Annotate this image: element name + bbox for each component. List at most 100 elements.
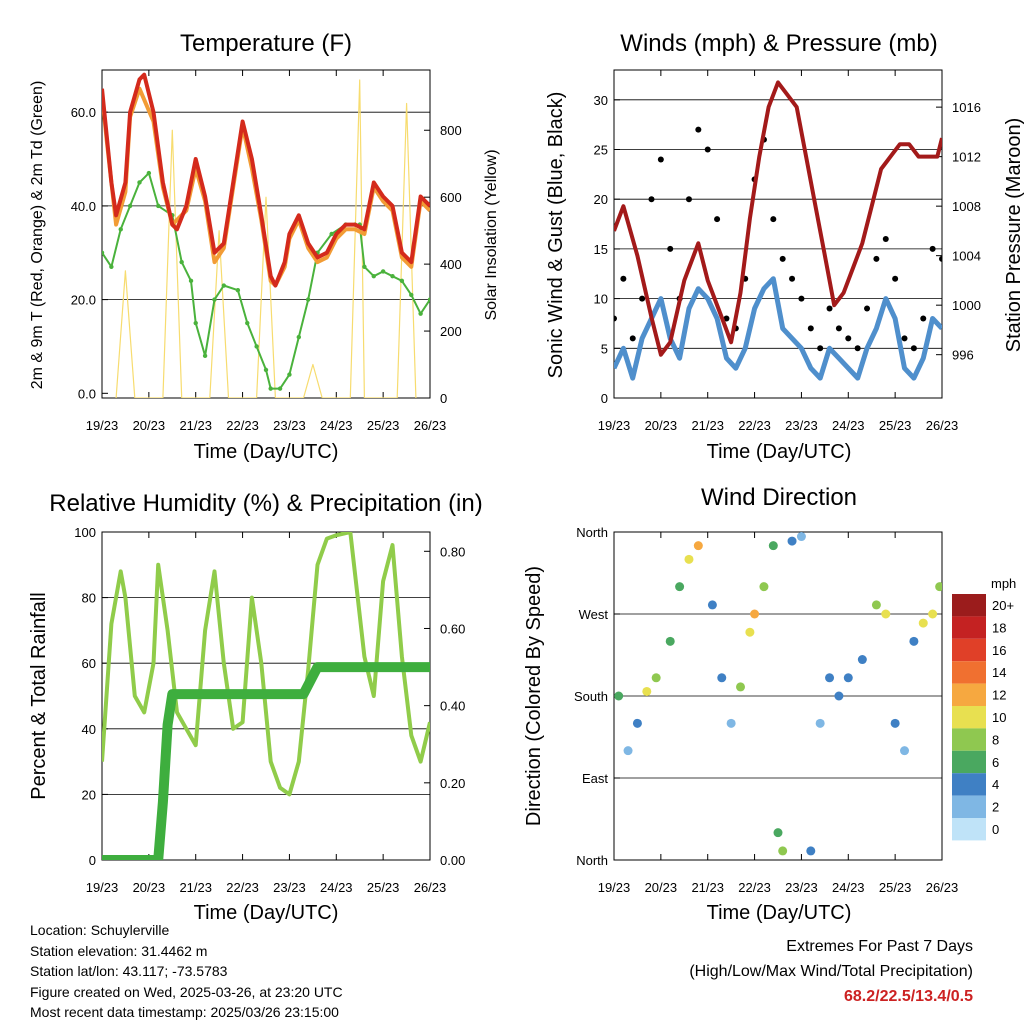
dewpoint-point [156,203,161,209]
wind-direction-point [834,691,844,701]
extremes-subheading: (High/Low/Max Wind/Total Precipitation) [689,963,973,980]
wind-direction-point [796,532,806,542]
winds-x-tick-label: 23/23 [785,418,818,433]
dewpoint-point [188,278,194,284]
wind-direction-point [623,746,633,756]
wind-direction-point [750,609,760,619]
wind-direction-point [787,536,797,546]
dewpoint-point [390,273,395,279]
humidity-x-tick-label: 25/23 [367,880,400,895]
extremes-values: 68.2/22.5/13.4/0.5 [844,988,973,1005]
wind-direction-point [881,609,891,619]
humidity-y2-tick-label: 0.60 [440,621,465,636]
dewpoint-point [118,227,123,232]
winds-series-group [614,80,942,381]
winds-y2-tick-label: 1004 [952,249,981,264]
wind-gust-point [826,305,833,312]
legend-label: 14 [992,665,1006,680]
humidity-y-tick-label: 20 [82,787,96,802]
temperature-xlabel: Time (Day/UTC) [194,441,339,463]
humidity-xlabel: Time (Day/UTC) [194,902,339,924]
dewpoint-point [329,231,334,237]
dewpoint-point [146,170,152,176]
humidity-y2-tick-label: 0.00 [440,853,465,868]
precipitation-line [102,662,430,860]
wind-gust-point [929,245,936,252]
temperature-y2-tick-label: 0 [440,391,447,406]
humidity-x-tick-label: 20/23 [133,880,166,895]
humidity-x-tick-label: 23/23 [273,880,306,895]
humidity-y-tick-label: 100 [74,525,96,540]
wind-gust-point [892,275,899,282]
wind-gust-point [901,335,908,342]
humidity-x-tick-label: 19/23 [86,880,119,895]
wind-gust-point [629,335,636,342]
temp-2m-line [102,72,430,288]
wind-gust-point [864,305,871,312]
temperature-x-tick-label: 22/23 [226,418,259,433]
wind-direction-point [651,673,661,683]
dewpoint-point [137,180,142,185]
dewpoint-point [179,259,184,265]
wind-direction-point [693,541,703,551]
dewpoint-point [371,273,376,279]
extremes-box: Extremes For Past 7 Days (High/Low/Max W… [689,934,973,1009]
winds-y2-tick-label: 1016 [952,100,981,115]
humidity-x-tick-label: 24/23 [320,880,353,895]
winds-title: Winds (mph) & Pressure (mb) [620,30,937,57]
humidity-y2-tick-label: 0.80 [440,544,465,559]
winds-x-tick-label: 19/23 [598,418,631,433]
humidity-y-tick-label: 60 [82,656,96,671]
winds-y-tick-label: 30 [594,93,608,108]
winds-y-tick-label: 5 [601,341,608,356]
wind-direction-point [918,618,928,628]
temperature-y-tick-label: 20.0 [71,293,96,308]
direction-ylabel-left: Direction (Colored By Speed) [523,566,545,826]
temperature-x-tick-label: 24/23 [320,418,353,433]
dewpoint-point [296,334,301,340]
legend-swatch [952,616,986,639]
dewpoint-point [102,250,105,255]
wind-direction-point [935,582,942,592]
wind-direction-point [843,673,853,683]
direction-y-tick-label: South [574,689,608,704]
legend-label: 2 [992,800,999,815]
dewpoint-point [277,386,283,391]
temperature-series-group [102,72,430,398]
wind-direction-point [642,686,652,696]
wind-gust-point [695,126,702,133]
wind-gust-point [639,295,646,302]
temperature-y-tick-label: 40.0 [71,199,96,214]
temperature-x-tick-label: 20/23 [133,418,166,433]
wind-gust-point [789,275,796,282]
temperature-ylabel-right: Solar Insolation (Yellow) [483,149,500,320]
wind-direction-point [900,746,910,756]
temperature-plot-frame [101,69,431,399]
legend-title: mph [991,576,1016,591]
winds-ylabel-left: Sonic Wind & Gust (Blue, Black) [545,92,567,379]
winds-x-tick-label: 24/23 [832,418,865,433]
wind-direction-point [707,600,717,610]
humidity-y-tick-label: 0 [89,853,96,868]
temperature-y2-tick-label: 600 [440,190,462,205]
legend-swatch [952,661,986,684]
wind-direction-point [778,846,788,856]
dewpoint-point [202,353,208,359]
winds-ylabel-right: Station Pressure (Maroon) [1003,118,1024,353]
wind-direction-point [614,691,624,701]
direction-x-tick-label: 25/23 [879,880,912,895]
legend-swatch [952,728,986,751]
humidity-series-group [102,532,430,860]
temperature-y2-tick-label: 200 [440,324,462,339]
wind-direction-point [909,636,919,646]
humidity-plot-frame [101,531,431,861]
wind-direction-point [736,682,746,692]
wind-direction-point [665,636,675,646]
winds-y2-tick-label: 996 [952,348,974,363]
temperature-x-tick-label: 25/23 [367,418,400,433]
wind-gust-point [704,146,711,153]
humidity-x-tick-label: 22/23 [226,880,259,895]
legend-swatch [952,795,986,818]
wind-gust-point [817,345,824,352]
wind-gust-point [648,196,655,203]
